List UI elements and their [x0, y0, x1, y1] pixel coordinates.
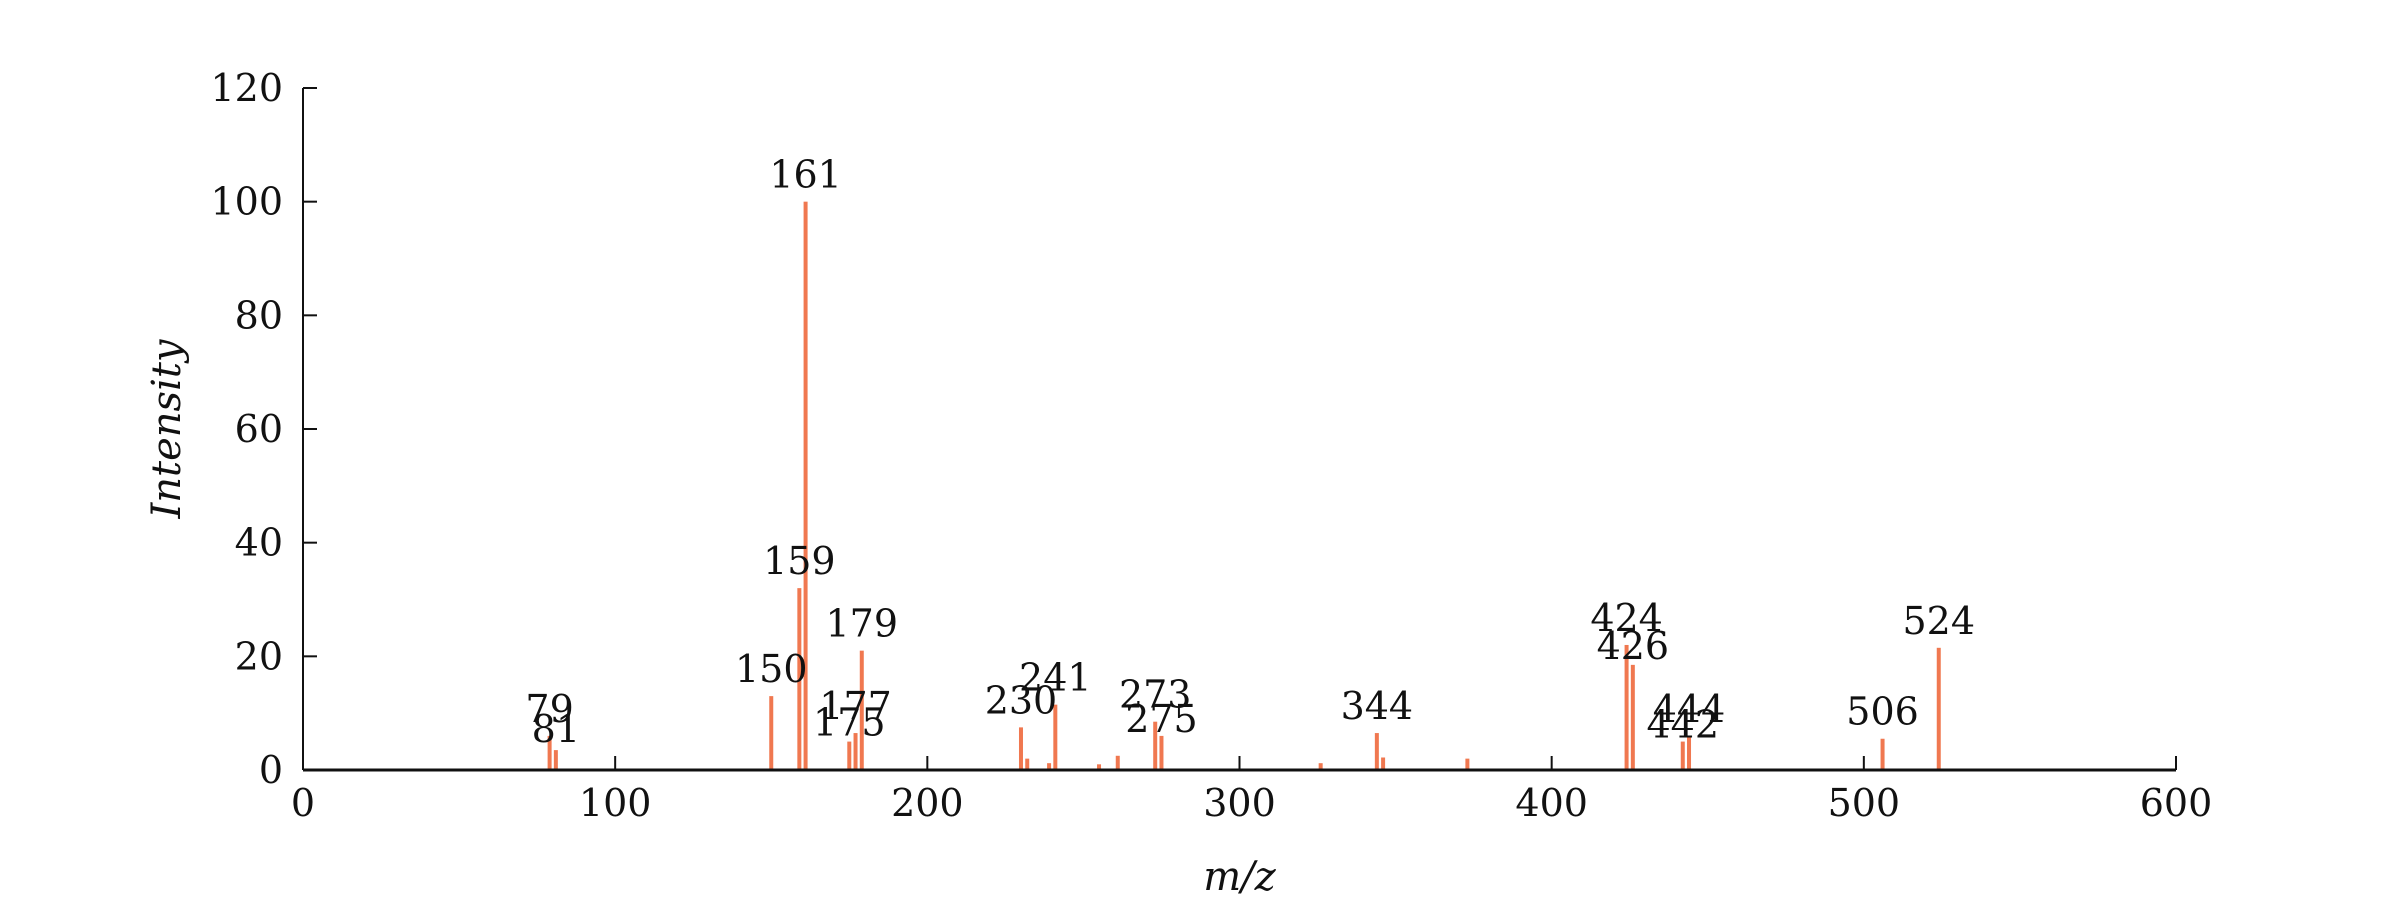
- peak-bar: [1465, 758, 1470, 770]
- peak-label: 175: [813, 701, 886, 745]
- peak-bars: [547, 201, 1941, 770]
- peak-bar: [1680, 741, 1685, 770]
- peak-bar: [1053, 704, 1058, 770]
- peak-label: 177: [819, 684, 892, 728]
- x-tick-label: 300: [1203, 781, 1276, 825]
- peak-bar: [797, 588, 802, 770]
- x-tick-label: 200: [891, 781, 964, 825]
- peak-bar: [859, 650, 864, 770]
- peak-label: 81: [532, 707, 580, 751]
- peak-bar: [1025, 758, 1030, 770]
- x-axis-title: m/z: [1203, 854, 1276, 900]
- peak-bar: [1047, 763, 1052, 770]
- peak-bar: [803, 201, 808, 770]
- y-tick-label: 20: [235, 634, 283, 678]
- peak-bar: [547, 735, 552, 770]
- peak-label: 230: [985, 678, 1058, 722]
- peak-label: 426: [1597, 624, 1670, 668]
- peak-label: 79: [525, 687, 573, 731]
- peak-label: 159: [763, 539, 836, 583]
- peak-label: 273: [1119, 673, 1192, 717]
- peak-label: 344: [1341, 684, 1414, 728]
- peak-bar: [847, 741, 852, 770]
- peak-bar: [1153, 721, 1158, 770]
- peak-bar: [1687, 735, 1692, 770]
- y-tick-label: 100: [210, 180, 283, 224]
- peak-label: 150: [735, 647, 808, 691]
- x-tick-label: 600: [2140, 781, 2213, 825]
- peak-label: 424: [1590, 596, 1663, 640]
- peak-label: 275: [1125, 697, 1198, 741]
- y-tick-label: 60: [235, 407, 283, 451]
- y-tick-label: 80: [235, 293, 283, 337]
- y-axis-title: Intensity: [144, 338, 190, 519]
- x-tick-label: 100: [579, 781, 652, 825]
- x-tick-label: 0: [291, 781, 315, 825]
- x-tick-label: 500: [1828, 781, 1901, 825]
- peak-bar: [1624, 644, 1629, 770]
- y-axis-ticks: 0 20 40 60 80 100 120: [210, 66, 317, 792]
- peak-label: 442: [1647, 703, 1720, 747]
- peak-bar: [1381, 757, 1386, 770]
- peak-bar: [769, 696, 774, 770]
- peak-bar: [1159, 735, 1164, 770]
- peak-label: 161: [769, 153, 842, 197]
- peak-bar: [1374, 733, 1379, 770]
- x-tick-label: 400: [1515, 781, 1588, 825]
- peak-bar: [1115, 755, 1120, 770]
- peak-bar: [1880, 738, 1885, 770]
- peak-label: 241: [1019, 656, 1092, 700]
- peak-label: 506: [1846, 690, 1919, 734]
- y-tick-label: 120: [210, 66, 283, 110]
- peak-label: 524: [1902, 599, 1975, 643]
- peak-bar: [853, 733, 858, 770]
- peak-bar: [1936, 647, 1941, 770]
- peak-label: 179: [826, 602, 899, 646]
- x-axis-ticks: 0 100 200 300 400 500 600: [291, 756, 2212, 825]
- peak-bar: [1097, 764, 1102, 770]
- y-tick-label: 40: [235, 521, 283, 565]
- peak-bar: [1018, 727, 1023, 770]
- y-tick-label: 0: [259, 748, 283, 792]
- peak-label: 444: [1653, 687, 1726, 731]
- peak-bar: [1318, 763, 1323, 770]
- peak-bar: [553, 750, 558, 770]
- peak-bar: [1630, 664, 1635, 770]
